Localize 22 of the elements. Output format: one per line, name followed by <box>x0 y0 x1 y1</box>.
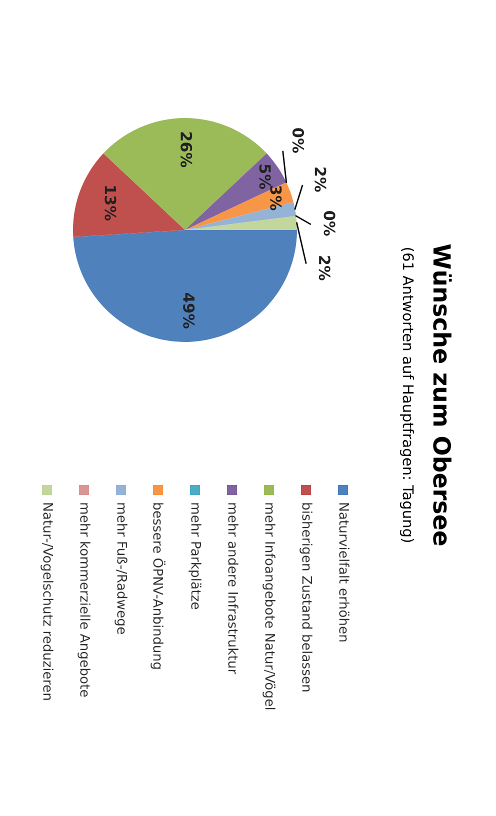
legend-label: mehr Parkplätze <box>188 503 202 610</box>
legend-label: mehr Fuß-/Radwege <box>114 503 128 634</box>
legend-label: mehr kommerzielle Angebote <box>78 503 90 697</box>
text: Wünsche zum Obersee <box>433 244 452 546</box>
data-label: 2% <box>314 168 326 192</box>
text: (61 Antworten auf Hauptfragen: Tagung) <box>400 248 414 542</box>
data-label: 26% <box>180 132 192 168</box>
legend-label: Naturvielfalt erhöhen <box>339 503 350 642</box>
data-label: 49% <box>183 293 195 328</box>
text: 0% <box>324 211 336 236</box>
legend-label: mehr andere Infrastruktur <box>228 503 238 674</box>
pie-slice <box>185 216 297 230</box>
data-label: 2% <box>318 256 330 280</box>
pie-slice <box>73 230 297 342</box>
legend-label: Natur-/Vogelschutz reduzieren <box>40 503 54 700</box>
legend-label: bessere ÖPNV-Anbindung <box>150 503 166 669</box>
legend-label: mehr Infoangebote Natur/Vögel <box>262 503 276 710</box>
text: 0% <box>292 128 304 153</box>
data-label: 3% <box>270 186 282 210</box>
data-label: 13% <box>104 186 116 220</box>
legend-label: bisherigen Zustand belassen <box>300 503 312 692</box>
data-label: 5% <box>259 164 271 189</box>
